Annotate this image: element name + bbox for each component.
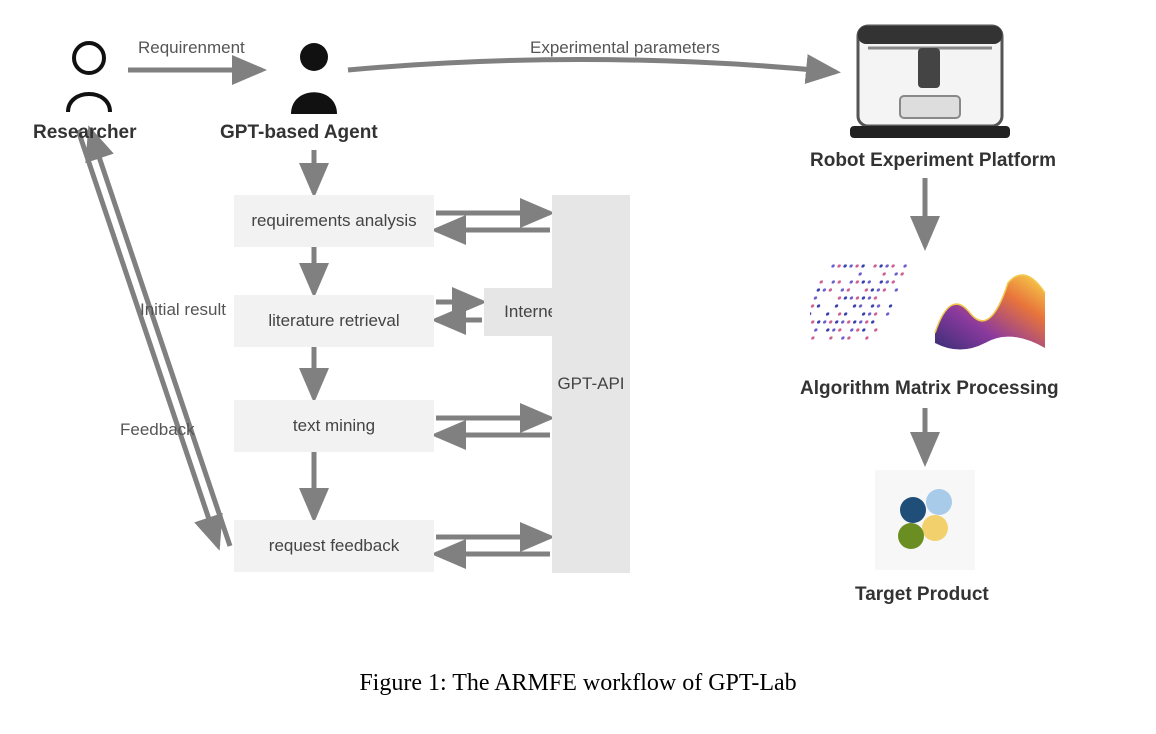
robot-label: Robot Experiment Platform <box>810 150 1056 172</box>
researcher-label: Researcher <box>33 122 137 144</box>
text-mining-text: text mining <box>293 416 375 436</box>
feedback-edge-label: Feedback <box>120 420 195 440</box>
req-feedback-box: request feedback <box>234 520 434 572</box>
robot-platform-icon <box>850 18 1010 143</box>
surface-3d-icon <box>930 258 1050 358</box>
req-analysis-text: requirements analysis <box>251 211 416 231</box>
initial-edge-label: Initial result <box>140 300 226 320</box>
text-mining-box: text mining <box>234 400 434 452</box>
person-outline-icon <box>60 40 118 114</box>
scatter-matrix-icon <box>810 258 910 348</box>
gpt-api-box: GPT-API <box>552 195 630 573</box>
target-label: Target Product <box>855 584 989 606</box>
req-analysis-box: requirements analysis <box>234 195 434 247</box>
lit-retrieval-box: literature retrieval <box>234 295 434 347</box>
target-product-card <box>875 470 975 570</box>
gpt-api-text: GPT-API <box>557 374 624 394</box>
agent-label: GPT-based Agent <box>220 122 378 144</box>
algo-label: Algorithm Matrix Processing <box>800 378 1059 400</box>
requirement-edge-label: Requirenment <box>138 38 245 58</box>
req-feedback-text: request feedback <box>269 536 399 556</box>
figure-caption: Figure 1: The ARMFE workflow of GPT-Lab <box>0 670 1156 697</box>
person-solid-icon <box>285 40 343 114</box>
lit-retrieval-text: literature retrieval <box>268 311 399 331</box>
exp-params-edge-label: Experimental parameters <box>530 38 720 58</box>
